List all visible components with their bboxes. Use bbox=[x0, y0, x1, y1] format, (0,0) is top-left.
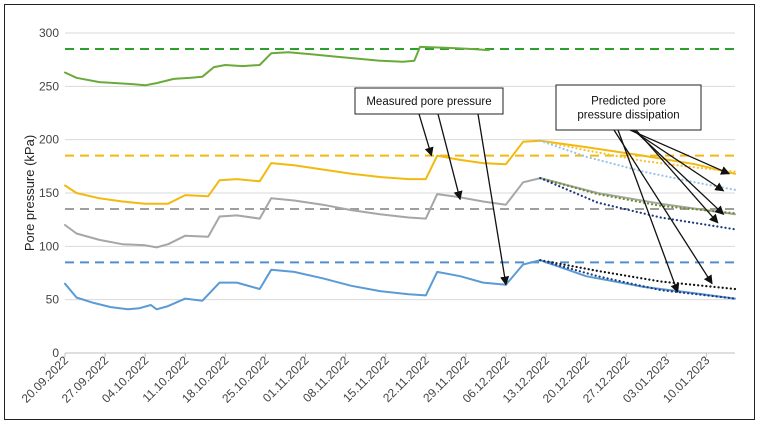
predicted-series-line bbox=[539, 259, 737, 291]
predicted-series-line bbox=[539, 177, 737, 231]
measured-series-line bbox=[64, 139, 736, 205]
y-tick-label: 100 bbox=[39, 239, 59, 253]
annotation-text: Predicted pore bbox=[591, 96, 666, 108]
series-layer bbox=[64, 45, 737, 311]
reference-lines bbox=[65, 48, 735, 264]
annotation-arrow bbox=[617, 129, 680, 294]
annotation-arrow bbox=[477, 113, 510, 286]
y-tick-label: 300 bbox=[39, 26, 59, 40]
y-tick-label: 0 bbox=[52, 346, 59, 360]
measured-series-line bbox=[64, 45, 490, 87]
chart-frame bbox=[4, 4, 755, 420]
annotation-arrow bbox=[631, 129, 725, 192]
y-tick-label: 250 bbox=[39, 79, 59, 93]
annotation-arrow bbox=[613, 129, 713, 285]
annotation-arrow bbox=[629, 129, 731, 175]
annotation-arrow bbox=[418, 113, 434, 157]
x-tick-labels: 20.09.202227.09.202204.10.202211.10.2022… bbox=[19, 353, 713, 406]
measured-series-line bbox=[64, 259, 736, 311]
annotation-text: Measured pore pressure bbox=[366, 96, 491, 108]
y-tick-labels: 0 50 100 150 200 250 300 bbox=[39, 26, 59, 360]
measured-series-line bbox=[64, 177, 736, 249]
y-axis-label: Pore pressure (kPa) bbox=[22, 135, 37, 251]
gridlines bbox=[65, 32, 735, 301]
annotations: Measured pore pressure Predicted pore pres… bbox=[354, 84, 731, 294]
annotation-arrow bbox=[635, 129, 719, 224]
y-tick-label: 50 bbox=[46, 293, 60, 307]
predicted-series-line bbox=[539, 177, 737, 215]
annotation-box bbox=[354, 87, 504, 115]
annotation-text: pressure dissipation bbox=[577, 110, 679, 122]
y-tick-label: 200 bbox=[39, 133, 59, 147]
predicted-series-line bbox=[539, 139, 737, 191]
annotation-arrow bbox=[437, 113, 463, 201]
annotation-box bbox=[555, 84, 702, 131]
y-tick-label: 150 bbox=[39, 186, 59, 200]
predicted-series-line bbox=[539, 259, 737, 300]
